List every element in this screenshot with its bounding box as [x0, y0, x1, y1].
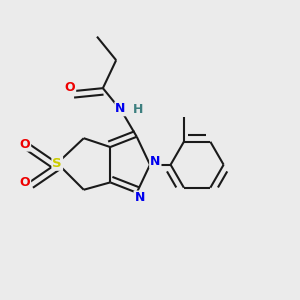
Text: N: N	[116, 102, 126, 115]
Text: S: S	[52, 157, 62, 170]
Text: O: O	[64, 81, 75, 94]
Text: N: N	[150, 155, 160, 168]
Text: O: O	[20, 138, 30, 151]
Text: O: O	[20, 176, 30, 189]
Text: H: H	[133, 103, 143, 116]
Text: N: N	[134, 191, 145, 205]
